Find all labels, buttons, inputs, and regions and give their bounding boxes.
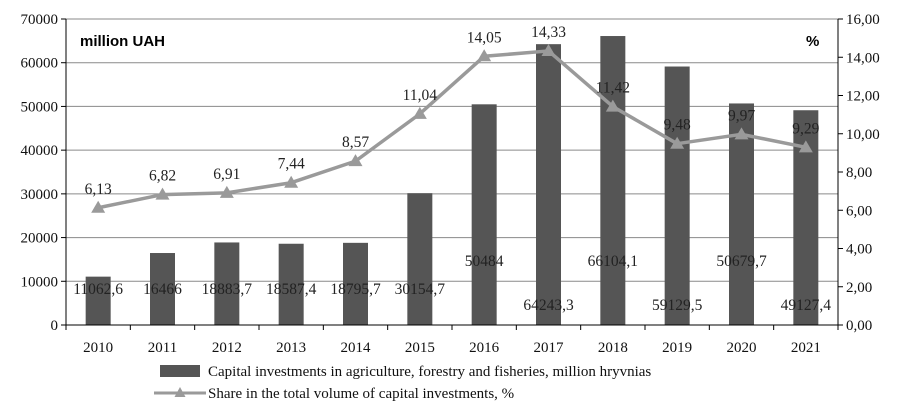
right-tick-label: 12,00 bbox=[846, 89, 880, 105]
grid-lines bbox=[66, 18, 838, 282]
line-data-label: 14,33 bbox=[531, 24, 566, 41]
line-data-label: 9,97 bbox=[728, 107, 755, 124]
legend-bar-label: Capital investments in agriculture, fore… bbox=[208, 364, 651, 380]
left-tick-label: 30000 bbox=[21, 187, 59, 203]
line-series bbox=[91, 43, 813, 213]
bar-data-labels: 11062,6 16466 18883,7 18587,4 18795,7 30154,7… bbox=[73, 253, 831, 314]
legend-line-label: Share in the total volume of capital inv… bbox=[208, 386, 514, 402]
bar-data-label: 11062,6 bbox=[73, 281, 123, 298]
left-tick-label: 10000 bbox=[21, 274, 59, 290]
line-marker bbox=[605, 99, 620, 112]
right-tick-label: 6,00 bbox=[846, 203, 872, 219]
x-tick-label: 2016 bbox=[469, 340, 500, 356]
line-marker bbox=[477, 49, 492, 62]
legend-bar-swatch bbox=[160, 365, 200, 377]
line-marker bbox=[91, 200, 106, 213]
line-data-label: 11,42 bbox=[596, 80, 630, 97]
right-tick-label: 2,00 bbox=[846, 280, 872, 296]
line-data-label: 6,13 bbox=[85, 181, 112, 198]
left-unit-label: million UAH bbox=[80, 33, 165, 50]
line-marker bbox=[155, 187, 170, 200]
bar-data-label: 66104,1 bbox=[588, 253, 638, 270]
bar-data-label: 50679,7 bbox=[716, 253, 767, 270]
x-axis-ticks: 2010 2011 2012 2013 2014 2015 2016 2017 2018 2019… bbox=[65, 325, 839, 356]
line-data-label: 6,91 bbox=[213, 166, 240, 183]
x-tick-label: 2010 bbox=[83, 340, 113, 356]
bar bbox=[471, 104, 497, 325]
line-marker bbox=[219, 185, 234, 198]
bar bbox=[536, 44, 561, 325]
bar-data-label: 16466 bbox=[143, 281, 182, 298]
line-marker bbox=[734, 127, 749, 140]
left-tick-label: 40000 bbox=[21, 143, 59, 159]
bar-data-label: 59129,5 bbox=[652, 297, 703, 314]
right-tick-label: 10,00 bbox=[846, 127, 880, 143]
line-data-labels: 6,13 6,82 6,91 7,44 8,57 11,04 14,05 14,33 11,42… bbox=[85, 24, 820, 198]
left-axis-ticks: 0 10000 20000 30000 40000 50000 60000 70000 bbox=[21, 12, 66, 334]
x-tick-label: 2019 bbox=[662, 340, 692, 356]
left-tick-label: 20000 bbox=[21, 231, 59, 247]
line-marker bbox=[798, 140, 813, 153]
right-tick-label: 0,00 bbox=[846, 318, 872, 334]
bar bbox=[214, 242, 240, 325]
bar-data-label: 18883,7 bbox=[202, 281, 253, 298]
legend: Capital investments in agriculture, fore… bbox=[154, 364, 651, 402]
x-tick-label: 2015 bbox=[405, 340, 435, 356]
line-marker bbox=[541, 43, 556, 56]
bar bbox=[343, 242, 368, 325]
bar-data-label: 18795,7 bbox=[330, 281, 381, 298]
x-tick-label: 2014 bbox=[341, 340, 372, 356]
x-tick-label: 2021 bbox=[791, 340, 821, 356]
line-data-label: 9,48 bbox=[664, 117, 691, 134]
left-tick-label: 70000 bbox=[21, 12, 59, 28]
bar-data-label: 30154,7 bbox=[395, 281, 446, 298]
bar bbox=[278, 243, 304, 325]
right-tick-label: 4,00 bbox=[846, 242, 872, 258]
left-tick-label: 60000 bbox=[21, 56, 59, 72]
bar-series bbox=[85, 36, 819, 326]
bar-data-label: 50484 bbox=[465, 253, 504, 270]
x-tick-label: 2020 bbox=[727, 340, 757, 356]
line-data-label: 8,57 bbox=[342, 134, 369, 151]
line-data-label: 14,05 bbox=[467, 29, 502, 46]
axes bbox=[65, 19, 839, 326]
x-tick-label: 2012 bbox=[212, 340, 242, 356]
bar bbox=[150, 253, 175, 325]
bar bbox=[664, 66, 690, 325]
line-marker bbox=[412, 106, 427, 119]
legend-triangle-icon bbox=[174, 387, 186, 397]
line-marker bbox=[348, 154, 363, 167]
right-tick-label: 16,00 bbox=[846, 12, 880, 28]
bar bbox=[600, 36, 626, 326]
right-unit-label: % bbox=[806, 33, 819, 50]
bar bbox=[85, 276, 111, 325]
right-tick-label: 8,00 bbox=[846, 165, 872, 181]
bar-data-label: 18587,4 bbox=[266, 281, 317, 298]
line-data-label: 11,04 bbox=[403, 87, 438, 104]
line-marker bbox=[284, 175, 299, 188]
line-data-label: 9,29 bbox=[792, 120, 819, 137]
line-data-label: 6,82 bbox=[149, 168, 176, 185]
right-axis-ticks: 0,00 2,00 4,00 6,00 8,00 10,00 12,00 14,00 16,00 bbox=[838, 12, 880, 334]
x-tick-label: 2017 bbox=[534, 340, 565, 356]
bar bbox=[729, 103, 754, 326]
right-tick-label: 14,00 bbox=[846, 50, 880, 66]
x-tick-label: 2018 bbox=[598, 340, 628, 356]
x-tick-label: 2011 bbox=[148, 340, 177, 356]
share-line bbox=[97, 49, 807, 210]
left-tick-label: 50000 bbox=[21, 99, 59, 115]
line-data-label: 7,44 bbox=[278, 156, 305, 173]
x-tick-label: 2013 bbox=[276, 340, 306, 356]
line-marker bbox=[670, 136, 685, 149]
bar bbox=[407, 193, 433, 325]
bar-data-label: 49127,4 bbox=[781, 297, 832, 314]
left-tick-label: 0 bbox=[51, 318, 59, 334]
bar-data-label: 64243,3 bbox=[523, 297, 574, 314]
